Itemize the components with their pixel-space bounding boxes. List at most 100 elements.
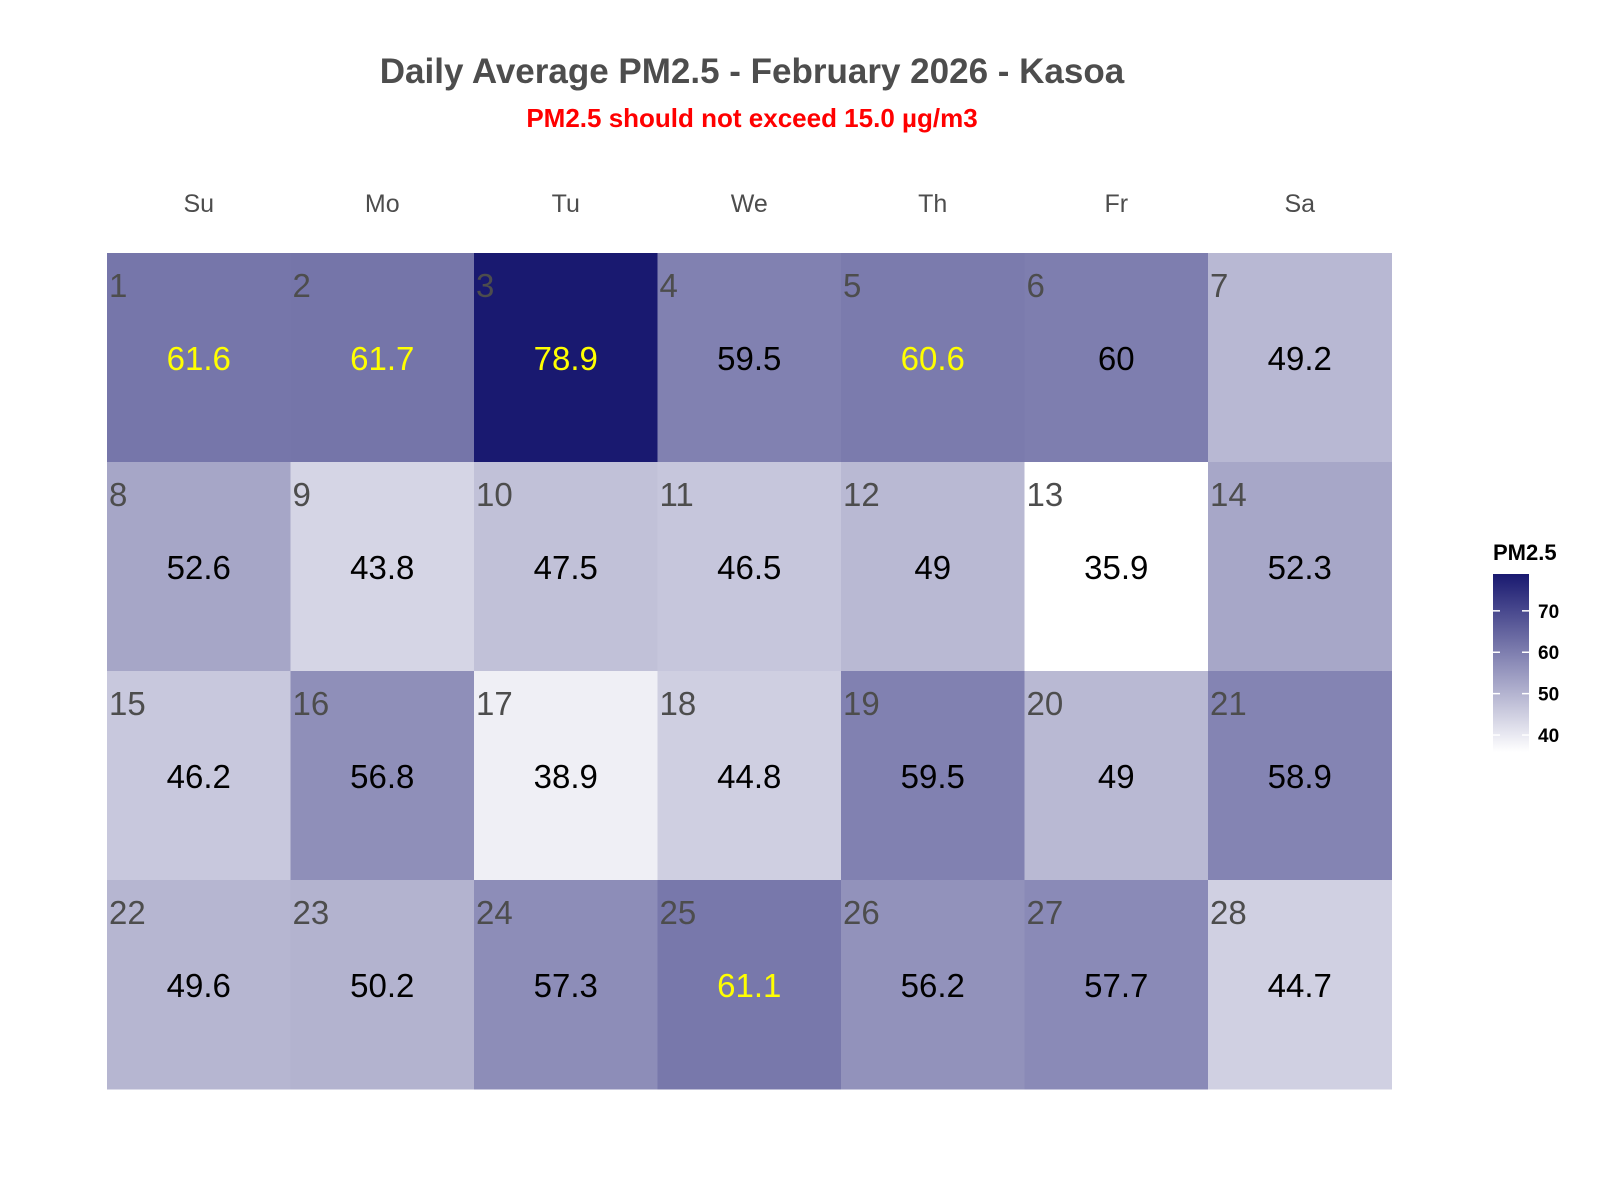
day-value: 56.2	[901, 967, 965, 1004]
day-cell-fill	[290, 671, 475, 881]
day-number: 16	[293, 685, 330, 722]
day-cell-fill	[657, 462, 842, 672]
day-cell-fill	[1024, 671, 1209, 881]
day-cell-fill	[107, 253, 291, 463]
day-number: 27	[1027, 894, 1064, 931]
day-number: 23	[293, 894, 330, 931]
chart-title: Daily Average PM2.5 - February 2026 - Ka…	[379, 52, 1125, 91]
day-cell: 13 35.9	[1024, 462, 1209, 672]
day-cell: 25 61.1	[657, 880, 842, 1090]
legend-title: PM2.5	[1493, 540, 1557, 565]
day-value: 57.3	[534, 967, 598, 1004]
day-cell: 22 49.6	[107, 880, 291, 1090]
day-value: 52.6	[167, 549, 231, 586]
day-cell-fill	[1208, 880, 1392, 1090]
day-number: 19	[843, 685, 880, 722]
day-value: 49	[1098, 758, 1135, 795]
weekday-label: Tu	[552, 190, 580, 218]
day-cell: 28 44.7	[1208, 880, 1392, 1090]
day-value: 35.9	[1084, 549, 1148, 586]
day-cell: 24 57.3	[474, 880, 658, 1090]
day-cell: 749.2	[1208, 253, 1392, 463]
weekday-label: Mo	[365, 190, 400, 218]
day-cell: 26 56.2	[841, 880, 1025, 1090]
day-number: 26	[843, 894, 880, 931]
day-number: 3	[476, 267, 494, 304]
day-value: 61.6	[167, 340, 231, 377]
day-cell-fill	[841, 462, 1025, 672]
day-cell-fill	[1024, 462, 1209, 672]
day-cell-fill	[1024, 880, 1209, 1090]
day-value: 43.8	[350, 549, 414, 586]
day-cell: 943.8	[290, 462, 475, 672]
day-number: 15	[109, 685, 146, 722]
day-cell: 852.6	[107, 462, 291, 672]
day-cell-fill	[290, 253, 475, 463]
day-cell: 23 50.2	[290, 880, 475, 1090]
day-number: 17	[476, 685, 513, 722]
weekday-label: Su	[183, 190, 214, 218]
day-value: 61.7	[350, 340, 414, 377]
day-value: 44.8	[717, 758, 781, 795]
day-value: 46.5	[717, 549, 781, 586]
day-number: 25	[660, 894, 697, 931]
day-cell: 6 60	[1024, 253, 1209, 463]
day-cell-fill	[1024, 253, 1209, 463]
day-cell: 459.5	[657, 253, 842, 463]
day-value: 61.1	[717, 967, 781, 1004]
day-value: 56.8	[350, 758, 414, 795]
day-cell-fill	[657, 671, 842, 881]
legend-tick-label: 70	[1538, 602, 1559, 623]
day-cell-fill	[1208, 253, 1392, 463]
day-value: 52.3	[1268, 549, 1332, 586]
chart-subtitle: PM2.5 should not exceed 15.0 µg/m3	[526, 103, 978, 133]
day-number: 24	[476, 894, 513, 931]
day-cell-fill	[657, 253, 842, 463]
day-number: 13	[1027, 476, 1064, 513]
day-value: 60	[1098, 340, 1135, 377]
day-value: 59.5	[901, 758, 965, 795]
day-value: 57.7	[1084, 967, 1148, 1004]
day-number: 1	[109, 267, 127, 304]
day-number: 18	[660, 685, 697, 722]
day-cell-fill	[474, 253, 658, 463]
day-value: 44.7	[1268, 967, 1332, 1004]
day-cell-fill	[841, 880, 1025, 1090]
day-value: 49.2	[1268, 340, 1332, 377]
day-cell-fill	[474, 462, 658, 672]
legend-tick-label: 40	[1538, 726, 1559, 747]
day-cell: 10 47.5	[474, 462, 658, 672]
day-number: 28	[1210, 894, 1247, 931]
weekday-header: Su Mo Tu We Th Fr Sa	[183, 190, 1315, 218]
day-cell: 14 52.3	[1208, 462, 1392, 672]
day-number: 8	[109, 476, 127, 513]
day-number: 12	[843, 476, 880, 513]
day-value: 49.6	[167, 967, 231, 1004]
weekday-label: Th	[918, 190, 947, 218]
day-cell-fill	[107, 671, 291, 881]
day-number: 21	[1210, 685, 1247, 722]
day-cell: 16 56.8	[290, 671, 475, 881]
day-number: 2	[293, 267, 311, 304]
day-number: 4	[660, 267, 678, 304]
day-cell-fill	[841, 671, 1025, 881]
day-cell-fill	[841, 253, 1025, 463]
legend-colorbar	[1493, 574, 1529, 752]
day-cell-fill	[1208, 671, 1392, 881]
day-number: 14	[1210, 476, 1247, 513]
day-number: 20	[1027, 685, 1064, 722]
day-value: 60.6	[901, 340, 965, 377]
day-cell-fill	[290, 880, 475, 1090]
day-value: 38.9	[534, 758, 598, 795]
day-cell: 15 46.2	[107, 671, 291, 881]
day-cell-fill	[290, 462, 475, 672]
day-value: 59.5	[717, 340, 781, 377]
day-cell: 261.7	[290, 253, 475, 463]
day-cell: 27 57.7	[1024, 880, 1209, 1090]
day-cell-fill	[107, 462, 291, 672]
day-cell-fill	[657, 880, 842, 1090]
day-number: 9	[293, 476, 311, 513]
day-value: 78.9	[534, 340, 598, 377]
